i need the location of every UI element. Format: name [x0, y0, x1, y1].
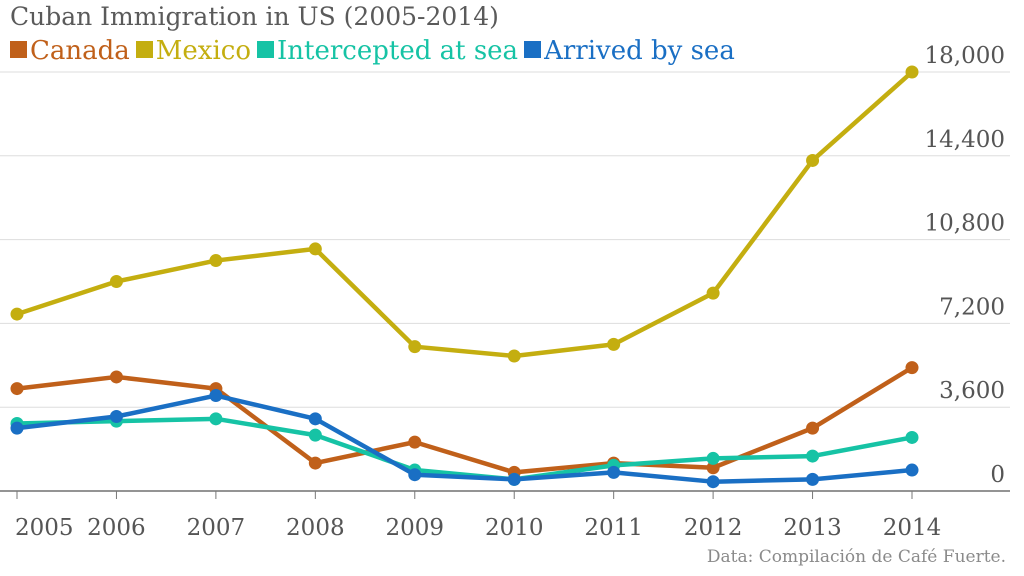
chart-title: Cuban Immigration in US (2005-2014)	[10, 2, 499, 31]
data-point	[408, 340, 422, 354]
legend-item: Canada	[10, 36, 130, 66]
data-point	[308, 412, 322, 426]
y-tick-label: 0	[990, 462, 1005, 488]
data-point	[607, 337, 621, 351]
data-point	[109, 275, 123, 288]
legend-item: Mexico	[135, 36, 251, 66]
series-mexico	[10, 65, 919, 363]
legend-item: Intercepted at sea	[257, 36, 518, 66]
data-point	[109, 410, 123, 424]
x-tick-label: 2005	[15, 515, 74, 541]
data-point	[905, 361, 919, 375]
legend-item: Arrived by sea	[524, 36, 735, 66]
x-tick-label: 2013	[783, 515, 842, 541]
legend-swatch	[524, 41, 542, 58]
data-point	[10, 421, 24, 435]
legend: Canada Mexico Intercepted at sea Arrived by…	[10, 36, 741, 66]
series-line	[14, 416, 915, 482]
data-point	[308, 428, 322, 442]
data-point	[806, 472, 820, 486]
data-point	[905, 463, 919, 477]
x-axis: 2005 2006 2007 2008 2009 2010 2011 2012 2013 2014	[0, 490, 1010, 541]
y-tick-label: 10,800	[925, 211, 1005, 237]
data-point	[706, 451, 720, 465]
series-line	[14, 365, 915, 475]
data-point	[10, 307, 24, 321]
data-point	[806, 421, 820, 435]
x-tick-label: 2008	[286, 515, 345, 541]
data-point	[507, 472, 521, 486]
data-point	[209, 254, 223, 268]
y-tick-label: 7,200	[939, 294, 1005, 320]
data-point	[408, 468, 422, 482]
x-tick-label: 2009	[386, 515, 445, 541]
data-point	[209, 412, 223, 426]
legend-swatch	[135, 41, 153, 58]
legend-label: Arrived by sea	[544, 36, 735, 66]
data-point	[706, 286, 720, 300]
data-point	[905, 430, 919, 444]
y-axis: 0 3,600 7,200 10,800 14,400 18,000	[925, 43, 1005, 488]
data-point	[308, 456, 322, 470]
data-point	[706, 461, 720, 475]
series-arrived-by-sea	[10, 389, 919, 489]
series-line	[14, 393, 915, 484]
x-tick-label: 2014	[883, 515, 942, 541]
data-point	[607, 465, 621, 479]
x-tick-label: 2012	[684, 515, 743, 541]
legend-label: Mexico	[155, 36, 251, 66]
gridlines	[0, 71, 1010, 408]
data-point	[109, 370, 123, 384]
series-line	[14, 69, 915, 359]
data-point	[806, 153, 820, 167]
data-point	[209, 389, 223, 403]
y-tick-label: 14,400	[925, 127, 1005, 153]
legend-swatch	[10, 41, 27, 58]
x-tick-label: 2010	[485, 515, 544, 541]
x-tick-label: 2011	[584, 515, 643, 541]
legend-label: Intercepted at sea	[277, 36, 519, 66]
source-note: Data: Compilación de Café Fuerte.	[706, 547, 1006, 567]
data-point	[408, 435, 422, 449]
data-point	[10, 382, 24, 396]
y-tick-label: 18,000	[925, 43, 1005, 69]
series-group	[10, 65, 919, 489]
data-point	[507, 349, 521, 363]
legend-swatch	[257, 41, 274, 58]
data-point	[905, 65, 919, 79]
x-tick-label: 2006	[87, 515, 146, 541]
data-point	[706, 475, 720, 489]
x-tick-label: 2007	[187, 515, 246, 541]
data-point	[806, 449, 820, 463]
y-tick-label: 3,600	[939, 378, 1005, 404]
data-point	[308, 242, 322, 256]
legend-label: Canada	[30, 36, 130, 66]
